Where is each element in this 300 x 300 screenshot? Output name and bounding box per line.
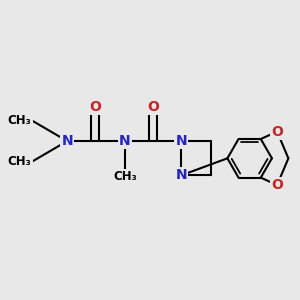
- Text: N: N: [119, 134, 131, 148]
- Text: O: O: [89, 100, 101, 114]
- Text: N: N: [176, 168, 187, 182]
- Text: CH₃: CH₃: [8, 155, 32, 168]
- Text: O: O: [271, 178, 283, 192]
- Text: CH₃: CH₃: [8, 114, 32, 127]
- Text: CH₃: CH₃: [113, 170, 137, 183]
- Text: N: N: [61, 134, 73, 148]
- Text: O: O: [147, 100, 159, 114]
- Text: N: N: [176, 134, 187, 148]
- Text: O: O: [271, 124, 283, 139]
